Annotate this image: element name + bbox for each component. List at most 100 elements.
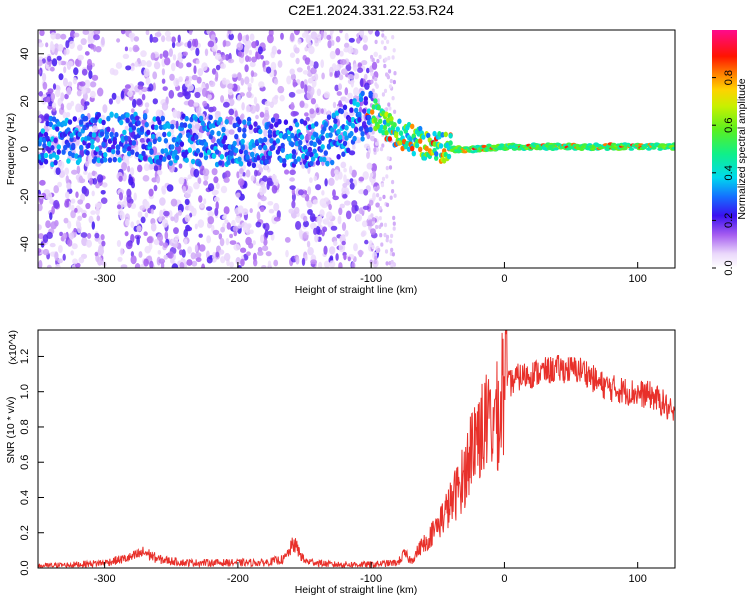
heatmap-cell: [42, 248, 50, 256]
heatmap-cell: [43, 113, 50, 122]
heatmap-cell: [383, 35, 387, 41]
heatmap-cell: [392, 79, 396, 85]
heatmap-cell: [240, 113, 245, 120]
heatmap-cell: [283, 132, 289, 139]
heatmap-cell: [293, 30, 300, 36]
heatmap-cell: [373, 51, 379, 57]
heatmap-cell: [140, 50, 147, 58]
heatmap-cell: [66, 142, 71, 148]
heatmap-cell: [224, 170, 231, 178]
heatmap-cell: [195, 148, 201, 154]
heatmap-cell: [268, 208, 275, 214]
heatmap-cell: [56, 144, 61, 150]
heatmap-cell: [73, 67, 79, 76]
heatmap-cell: [238, 160, 244, 167]
heatmap-cell: [328, 132, 333, 138]
heatmap-cell: [153, 184, 158, 192]
heatmap-cell: [360, 231, 366, 238]
heatmap-cell: [184, 157, 189, 163]
heatmap-cell: [112, 69, 119, 76]
heatmap-cell: [103, 157, 108, 163]
heatmap-cell: [245, 154, 250, 160]
heatmap-cell: [307, 209, 313, 215]
heatmap-cell: [443, 131, 448, 138]
heatmap-cell: [267, 150, 273, 157]
heatmap-cell: [71, 243, 78, 250]
heatmap-cell: [63, 49, 67, 56]
heatmap-cell: [310, 86, 315, 96]
heatmap-cell: [62, 253, 66, 261]
heatmap-cell: [50, 145, 55, 151]
heatmap-cell: [316, 33, 322, 39]
heatmap-cell: [286, 75, 292, 85]
colorbar-label: Normalized spectral amplitude: [736, 78, 748, 219]
heatmap-cell: [330, 225, 338, 231]
heatmap-cell: [296, 156, 301, 162]
heatmap-cell: [628, 147, 635, 151]
heatmap-cell: [373, 138, 377, 143]
heatmap-cell: [249, 229, 254, 235]
snr-x-label: Height of straight line (km): [295, 584, 418, 596]
heatmap-cell: [216, 182, 220, 190]
heatmap-cell: [338, 243, 346, 253]
heatmap-cell: [329, 50, 336, 60]
heatmap-cell: [229, 240, 237, 246]
heatmap-cell: [257, 250, 264, 256]
heatmap-cell: [77, 199, 84, 205]
heatmap-cell: [249, 33, 255, 41]
heatmap-cell: [153, 61, 161, 70]
heatmap-cell: [368, 126, 373, 133]
heatmap-cell: [291, 188, 296, 196]
heatmap-cell: [330, 159, 335, 166]
heatmap-cell: [168, 48, 173, 57]
heatmap-cell: [378, 216, 382, 221]
heatmap-cell: [387, 102, 391, 107]
heatmap-cell: [310, 156, 316, 162]
heatmap-cell: [111, 144, 116, 150]
heatmap-cell: [381, 33, 385, 38]
heatmap-cell: [307, 247, 314, 256]
heatmap-cell: [125, 241, 133, 250]
heatmap-cell: [187, 246, 193, 254]
heatmap-cell: [91, 221, 96, 230]
heatmap-cell: [237, 94, 241, 102]
heatmap-cell: [38, 248, 42, 254]
heatmap-cell: [75, 262, 81, 268]
heatmap-cell: [65, 40, 70, 49]
heatmap-cell: [323, 150, 328, 156]
heatmap-cell: [228, 129, 235, 135]
heatmap-cell: [84, 188, 90, 197]
heatmap-cell: [99, 131, 105, 137]
heatmap-cell: [210, 34, 216, 41]
heatmap-cell: [90, 43, 95, 50]
colorbar-tick-label: 0.4: [723, 165, 735, 180]
heatmap-cell: [350, 79, 354, 88]
heatmap-cell: [65, 191, 70, 199]
heatmap-cell: [344, 98, 350, 104]
heatmap-cell: [160, 115, 165, 122]
heatmap-cell: [79, 119, 84, 125]
heatmap-cell: [51, 102, 57, 109]
colorbar-scale: [712, 30, 737, 268]
heatmap-cell: [362, 205, 370, 210]
heatmap-cell: [352, 63, 358, 72]
heatmap-cell: [122, 129, 127, 136]
heatmap-cell: [418, 146, 423, 153]
heatmap-cell: [173, 227, 179, 235]
heatmap-cell: [386, 156, 390, 161]
heatmap-cell: [95, 183, 100, 189]
heatmap-cell: [216, 130, 221, 137]
heatmap-cell: [130, 108, 135, 114]
heatmap-cell: [125, 65, 132, 71]
heatmap-cell: [163, 138, 169, 144]
heatmap-cell: [343, 47, 350, 53]
heatmap-cell: [215, 251, 220, 258]
heatmap-cell: [307, 65, 311, 71]
heatmap-cell: [309, 108, 315, 115]
heatmap-cell: [60, 92, 65, 102]
heatmap-cell: [208, 114, 213, 121]
heatmap-cell: [75, 103, 82, 113]
heatmap-cell: [150, 208, 154, 215]
heatmap-cell: [283, 119, 289, 125]
heatmap-cell: [126, 194, 132, 204]
